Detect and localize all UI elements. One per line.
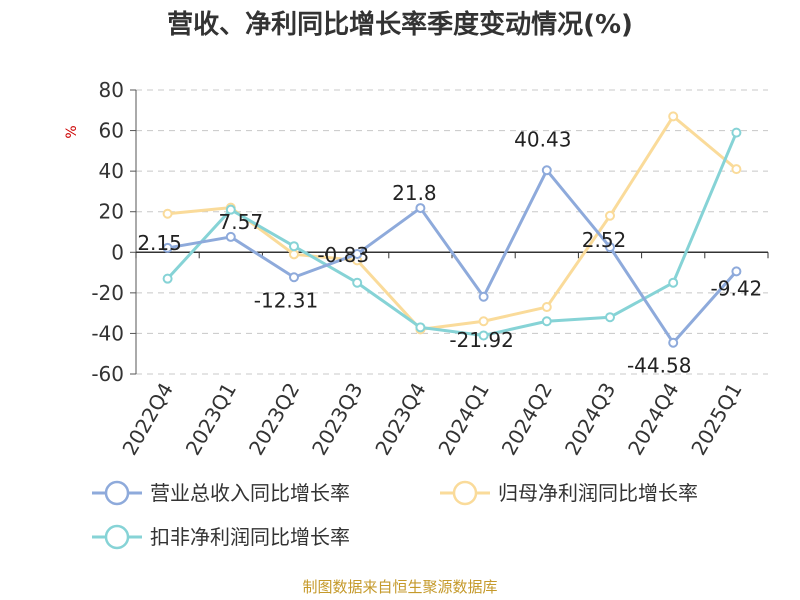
data-label: -0.83 (317, 243, 369, 267)
data-point (162, 242, 173, 253)
data-point (605, 312, 615, 323)
data-point (225, 231, 236, 242)
x-tick-label: 2023Q2 (244, 379, 304, 460)
data-point (668, 277, 679, 288)
data-point (478, 291, 489, 302)
data-label: -12.31 (254, 288, 318, 312)
data-labels: 2.15 7.57 -12.31 -0.83 21.8 -21.92 40.43 2.52 -4… (137, 127, 762, 377)
series-line (167, 114, 738, 331)
x-tick-label: 2024Q2 (497, 379, 557, 460)
data-label: -21.92 (449, 328, 513, 352)
data-label: 2.15 (137, 231, 182, 255)
x-tick-label: 2023Q4 (370, 379, 430, 460)
legend-label: 归母净利润同比增长率 (498, 481, 698, 505)
chart-title: 营收、净利同比增长率季度变动情况(%) (167, 9, 633, 40)
y-tick-labels: 80 60 40 20 0 -20 -40 -60 (91, 78, 124, 386)
data-label: 40.43 (514, 127, 571, 151)
x-tick-label: 2024Q1 (433, 379, 493, 460)
data-label: 7.57 (219, 210, 264, 234)
data-point (225, 204, 236, 215)
data-point (541, 302, 552, 313)
data-point (352, 248, 363, 259)
data-label: -9.42 (711, 276, 763, 300)
x-tick-labels: 2022Q4 2023Q1 2023Q2 2023Q3 2023Q4 2024Q1 2024… (117, 379, 746, 460)
data-point (478, 316, 489, 327)
data-point (478, 330, 489, 341)
data-point (605, 242, 615, 253)
data-point (541, 316, 552, 327)
data-point (415, 322, 426, 333)
data-point (162, 273, 173, 284)
data-point (668, 111, 679, 122)
y-tick-label: 80 (99, 78, 124, 102)
x-tick-label: 2023Q1 (181, 379, 241, 460)
legend-marker (452, 480, 478, 506)
data-label: -44.58 (627, 354, 691, 378)
x-tick-label: 2023Q3 (307, 379, 367, 460)
legend-item[interactable]: 扣非净利润同比增长率 (92, 524, 350, 550)
y-tick-label: 40 (99, 159, 124, 183)
y-tick-label: 20 (99, 200, 124, 224)
data-point (352, 277, 363, 288)
data-point (289, 241, 299, 252)
data-point (731, 164, 742, 175)
data-label: 2.52 (582, 228, 627, 252)
y-tick-label: -60 (91, 362, 124, 386)
series-group (162, 111, 742, 348)
data-point (541, 165, 552, 176)
legend-label: 营业总收入同比增长率 (150, 481, 350, 505)
data-point (415, 203, 426, 214)
x-tick-label: 2025Q1 (686, 379, 746, 460)
data-point (162, 208, 173, 219)
y-tick-label: 60 (99, 119, 124, 143)
data-point (731, 127, 742, 138)
y-tick-label: -40 (91, 321, 124, 345)
series-line (166, 132, 738, 337)
x-tick-label: 2024Q4 (623, 379, 683, 460)
y-tick-label: 0 (111, 240, 124, 264)
x-tick-label: 2024Q3 (560, 379, 620, 460)
x-tick-label: 2022Q4 (117, 379, 177, 460)
data-point (289, 272, 299, 283)
legend-marker (104, 480, 130, 506)
y-tick-label: -20 (91, 281, 124, 305)
series-line (167, 168, 738, 345)
data-point (731, 266, 742, 277)
legend-marker (104, 524, 130, 550)
data-point (668, 337, 679, 348)
source-note: 制图数据来自恒生聚源数据库 (302, 578, 497, 596)
legend-item[interactable]: 归母净利润同比增长率 (440, 480, 698, 506)
legend-item[interactable]: 营业总收入同比增长率 (92, 480, 350, 506)
legend-label: 扣非净利润同比增长率 (150, 525, 350, 549)
data-label: 21.8 (392, 181, 437, 205)
y-axis-label: % (64, 125, 80, 138)
data-point (289, 249, 299, 260)
data-point (605, 210, 615, 221)
